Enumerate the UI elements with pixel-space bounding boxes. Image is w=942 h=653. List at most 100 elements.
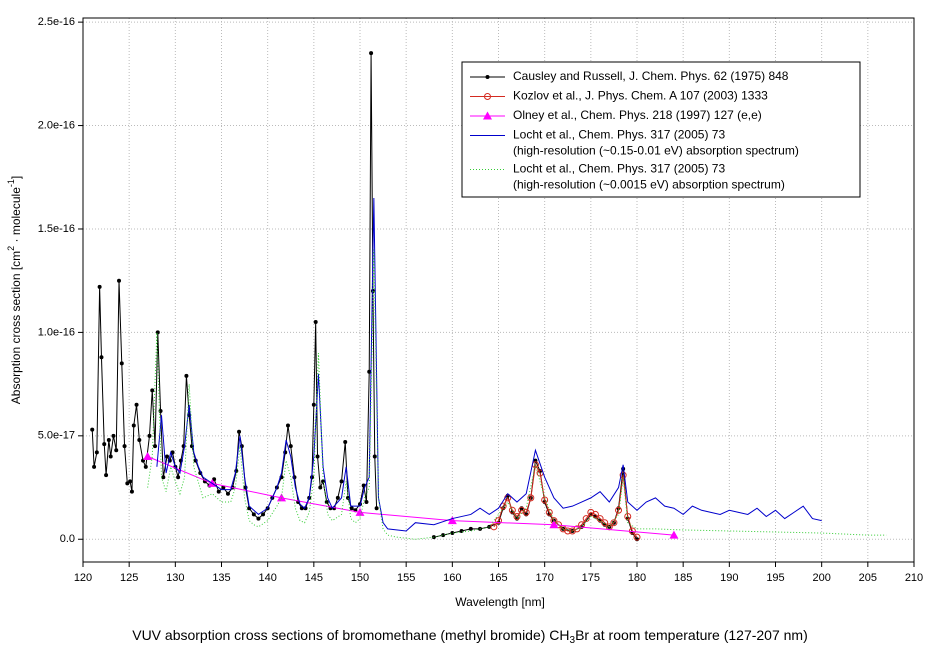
data-point: [495, 517, 502, 525]
x-tick-label: 180: [628, 572, 646, 584]
data-point: [285, 423, 290, 428]
data-point: [212, 477, 217, 482]
x-tick-label: 150: [351, 572, 369, 584]
x-tick-label: 175: [582, 572, 600, 584]
x-tick-label: 200: [812, 572, 830, 584]
legend-label: Causley and Russell, J. Chem. Phys. 62 (…: [513, 69, 789, 83]
data-point: [137, 437, 142, 442]
y-tick-label: 1.5e-16: [38, 223, 75, 235]
y-axis-label: Absorption cross section [cm2 · molecule…: [6, 176, 23, 404]
data-point: [615, 506, 623, 514]
data-point: [311, 402, 316, 407]
x-tick-label: 120: [74, 572, 92, 584]
data-point: [633, 533, 641, 541]
data-point: [318, 485, 323, 490]
x-tick-label: 190: [720, 572, 738, 584]
legend-box: [461, 61, 861, 198]
data-point: [106, 437, 111, 442]
data-point: [155, 330, 160, 335]
data-point: [545, 508, 553, 516]
data-point: [315, 454, 320, 459]
data-point: [447, 516, 457, 525]
data-point: [374, 506, 379, 511]
y-tick-label: 2.0e-16: [38, 119, 75, 131]
data-point: [372, 454, 377, 459]
x-tick-label: 165: [489, 572, 507, 584]
legend-label: Locht et al., Chem. Phys. 317 (2005) 73: [513, 128, 725, 142]
data-point: [450, 531, 455, 536]
data-point: [251, 512, 256, 517]
data-point: [324, 500, 329, 505]
chart-title: VUV absorption cross sections of bromome…: [132, 627, 808, 646]
data-point: [158, 409, 163, 414]
data-point: [131, 423, 136, 428]
data-point: [102, 442, 107, 447]
data-point: [176, 475, 181, 480]
data-point: [490, 523, 498, 531]
x-tick-label: 185: [674, 572, 692, 584]
y-axis-label-sup: -1: [6, 179, 16, 187]
data-point: [313, 320, 318, 325]
data-point: [527, 494, 535, 502]
data-point: [355, 507, 365, 516]
data-point: [339, 479, 344, 484]
data-point: [111, 433, 116, 438]
data-point: [601, 519, 609, 527]
x-tick-label: 140: [258, 572, 276, 584]
data-point: [125, 481, 130, 486]
data-point: [335, 495, 340, 500]
data-point: [184, 373, 189, 378]
x-tick-label: 195: [766, 572, 784, 584]
title-part: Br at room temperature (127-207 nm): [575, 627, 808, 643]
x-axis-label: Wavelength [nm]: [455, 595, 545, 609]
data-point: [221, 485, 226, 490]
data-point: [153, 444, 158, 449]
y-axis-label-part: · molecule: [9, 187, 23, 246]
data-point: [288, 444, 293, 449]
data-point: [143, 452, 153, 461]
y-tick-label: 0.0: [60, 533, 75, 545]
data-point: [549, 520, 559, 529]
data-point: [128, 479, 133, 484]
data-point: [165, 454, 170, 459]
data-point: [216, 489, 221, 494]
legend-marker: [483, 111, 492, 120]
data-point: [119, 361, 124, 366]
data-point: [225, 491, 230, 496]
y-axis-label-part: Absorption cross section [cm: [9, 251, 23, 404]
data-point: [104, 473, 109, 478]
series-line: [156, 197, 822, 532]
data-point: [441, 533, 446, 538]
data-point: [256, 516, 261, 521]
data-point: [367, 369, 372, 374]
data-point: [99, 355, 104, 360]
data-point: [564, 527, 572, 535]
legend: Causley and Russell, J. Chem. Phys. 62 (…: [461, 61, 861, 198]
data-point: [459, 528, 464, 533]
data-point: [587, 508, 595, 516]
data-point: [90, 427, 95, 432]
data-point: [277, 493, 287, 502]
data-point: [610, 519, 618, 527]
data-point: [573, 525, 581, 533]
y-tick-label: 1.0e-16: [38, 326, 75, 338]
data-point: [117, 278, 122, 283]
x-tick-label: 205: [859, 572, 877, 584]
data-point: [669, 530, 679, 539]
title-sub: 3: [570, 635, 576, 646]
data-point: [468, 526, 473, 531]
data-point: [161, 475, 166, 480]
data-point: [143, 464, 148, 469]
data-point: [513, 512, 521, 520]
data-point: [522, 508, 530, 516]
y-tick-label: 2.5e-16: [38, 16, 75, 28]
data-point: [108, 454, 113, 459]
y-axis-label-part: ]: [9, 176, 23, 179]
data-point: [97, 284, 102, 289]
x-tick-label: 170: [535, 572, 553, 584]
data-point: [114, 448, 119, 453]
data-point: [343, 440, 348, 445]
data-point: [134, 402, 139, 407]
x-tick-label: 125: [120, 572, 138, 584]
